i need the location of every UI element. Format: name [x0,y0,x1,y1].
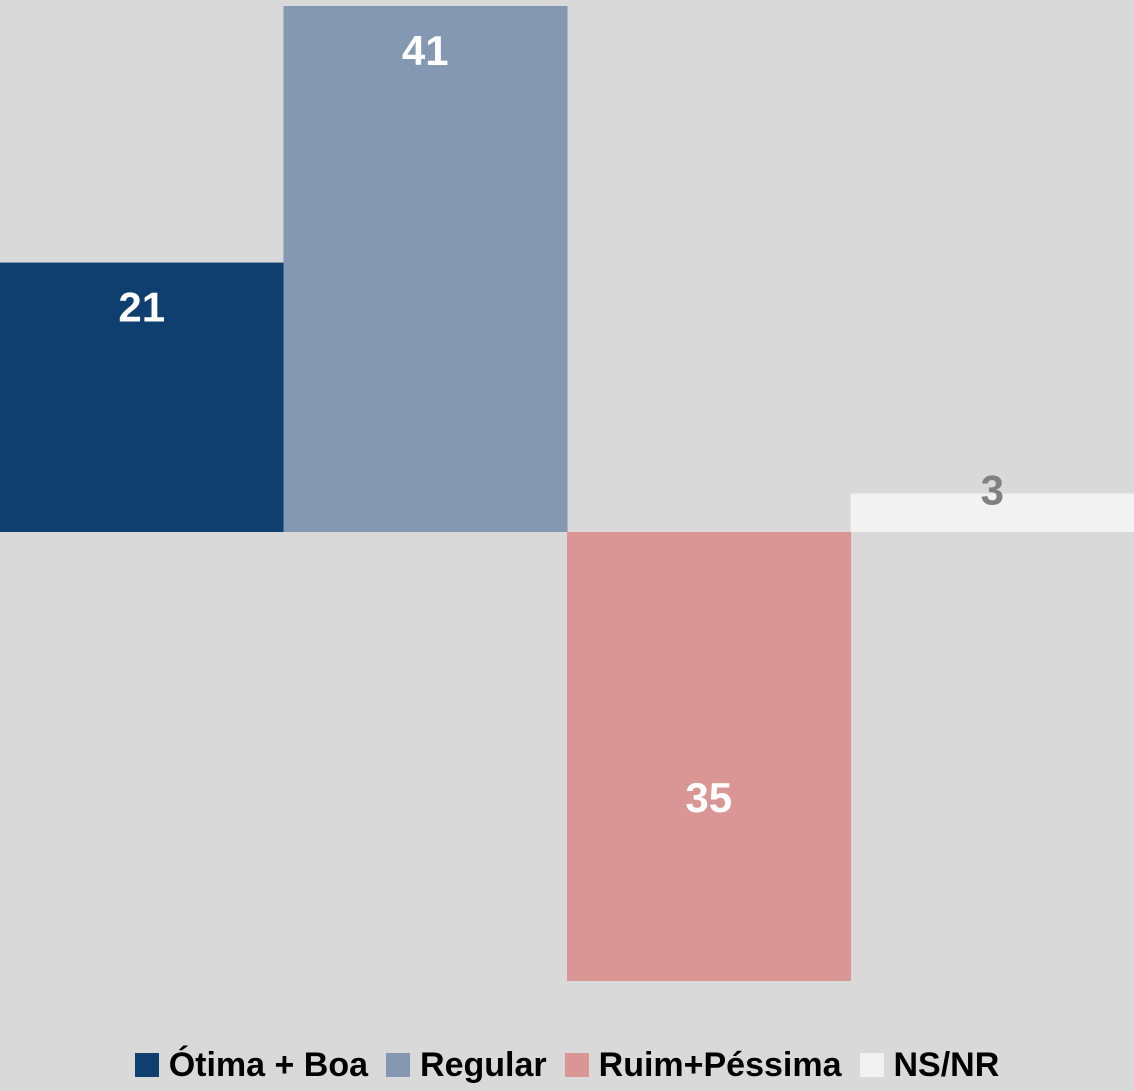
chart: 21 41 35 3 [0,6,1134,981]
bar [850,493,1134,532]
legend-item: Ruim+Péssima [564,1045,842,1085]
bar [567,531,851,981]
legend-label: NS/NR [893,1045,1000,1084]
data-label: 41 [402,27,449,74]
legend-item: Regular [386,1046,547,1085]
legend-swatch [386,1053,411,1077]
legend-label: Ruim+Péssima [598,1045,842,1084]
legend-swatch [859,1053,884,1077]
legend-item: NS/NR [859,1045,1000,1085]
legend-item: Ótima + Boa [134,1045,369,1085]
legend-swatch [134,1053,159,1077]
data-label: 3 [981,467,1004,514]
legend-label: Ótima + Boa [168,1045,369,1084]
legend: Ótima + Boa Regular Ruim+Péssima NS/NR [0,1040,1134,1090]
legend-swatch [564,1053,589,1077]
legend-label: Regular [420,1045,547,1084]
bar [0,262,284,532]
data-label: 35 [685,774,732,821]
data-label: 21 [118,284,165,331]
bar [283,6,568,532]
